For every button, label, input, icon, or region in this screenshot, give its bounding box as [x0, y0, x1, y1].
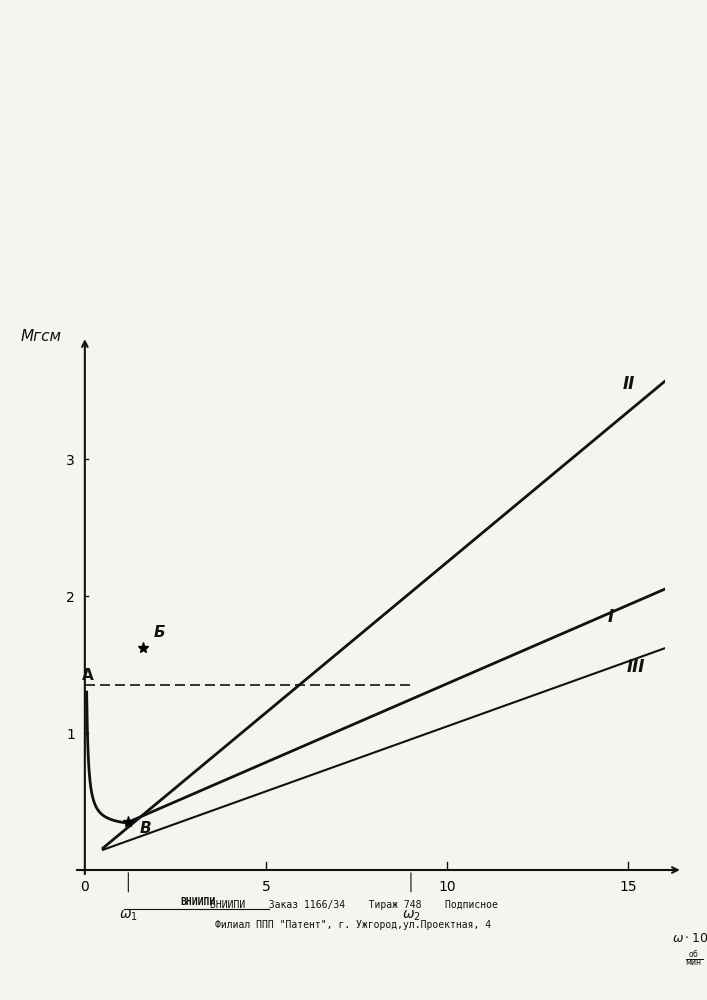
Text: Филиал ППП "Патент", г. Ужгород,ул.Проектная, 4: Филиал ППП "Патент", г. Ужгород,ул.Проек…	[216, 920, 491, 930]
Text: II: II	[622, 375, 634, 393]
Text: А: А	[82, 668, 94, 683]
Text: $\omega_1$: $\omega_1$	[119, 908, 138, 923]
Text: $\frac{\text{об}}{\text{мин}}$: $\frac{\text{об}}{\text{мин}}$	[684, 949, 703, 969]
Text: III: III	[626, 658, 645, 676]
Text: I: I	[607, 608, 613, 626]
Text: $\omega_2$: $\omega_2$	[402, 908, 421, 923]
Text: $\omega \cdot 10^{-3}$: $\omega \cdot 10^{-3}$	[672, 930, 707, 947]
Text: ВНИИПИ: ВНИИПИ	[180, 897, 216, 907]
Text: ВНИИПИ    Заказ 1166/34    Тираж 748    Подписное: ВНИИПИ Заказ 1166/34 Тираж 748 Подписное	[209, 900, 498, 910]
Text: В: В	[139, 821, 151, 836]
Text: Mгсм: Mгсм	[21, 329, 62, 344]
Text: Б: Б	[153, 625, 165, 640]
